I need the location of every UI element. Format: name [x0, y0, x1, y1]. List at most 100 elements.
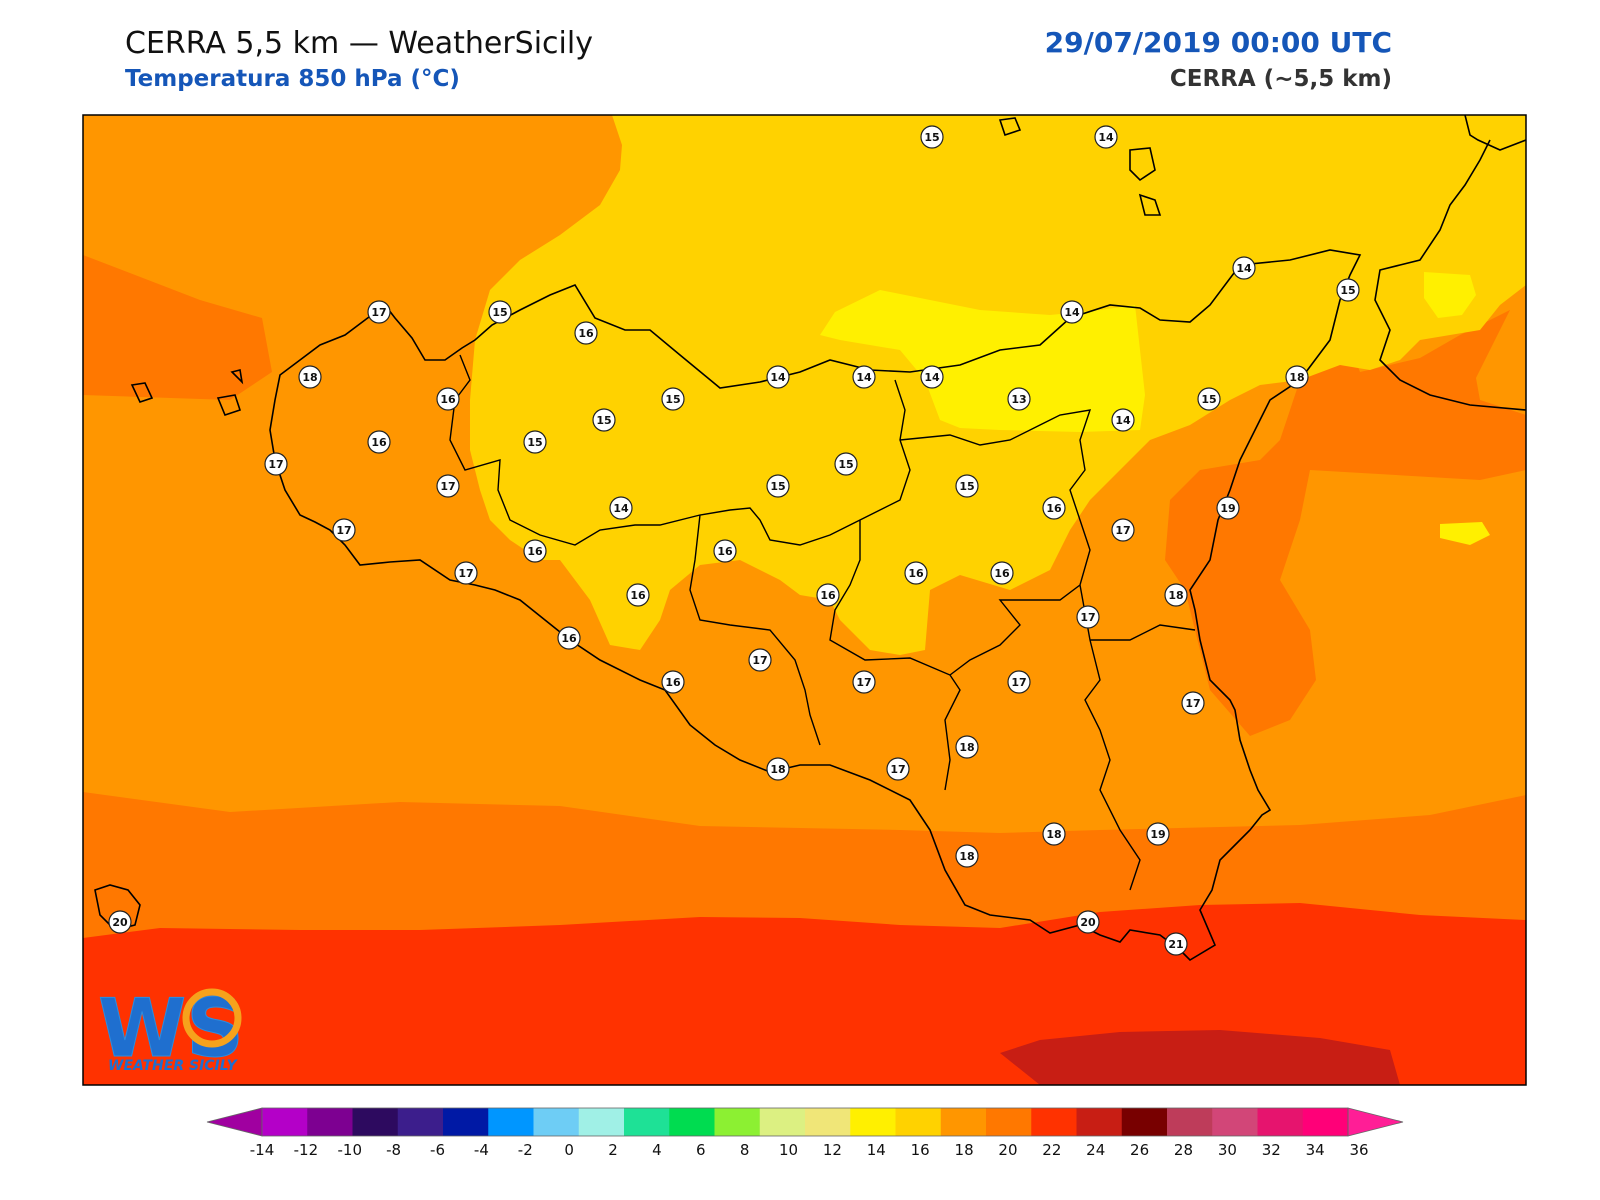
station-marker-circle: [609, 496, 633, 520]
station-marker-circle: [1042, 496, 1066, 520]
colorbar-tick-label: 36: [1349, 1141, 1369, 1159]
station-marker-circle: [1181, 691, 1205, 715]
station-value: 16: [371, 436, 387, 449]
station-value: 17: [336, 524, 351, 537]
colorbar-segment: [1302, 1108, 1349, 1136]
station-marker: 15: [523, 430, 547, 454]
colorbar-tick-label: 18: [954, 1141, 974, 1159]
station-marker: 14: [766, 365, 790, 389]
station-value: 18: [1289, 371, 1304, 384]
colorbar-segment: [1076, 1108, 1123, 1136]
station-marker-circle: [904, 561, 928, 585]
station-marker: 17: [1181, 691, 1205, 715]
station-marker-circle: [834, 452, 858, 476]
station-value: 18: [1168, 589, 1183, 602]
station-marker: 18: [766, 757, 790, 781]
station-marker-circle: [816, 583, 840, 607]
station-marker-circle: [1111, 518, 1135, 542]
station-marker-circle: [955, 474, 979, 498]
station-marker-circle: [523, 539, 547, 563]
station-marker-circle: [298, 365, 322, 389]
station-value: 14: [1098, 131, 1114, 144]
colorbar-segment: [669, 1108, 715, 1136]
station-marker: 17: [886, 757, 910, 781]
station-marker-circle: [1094, 125, 1118, 149]
station-marker: 16: [816, 583, 840, 607]
station-marker: 20: [108, 910, 132, 934]
station-value: 17: [1185, 697, 1200, 710]
station-value: 17: [458, 567, 473, 580]
logo-sun-icon: [182, 988, 242, 1048]
aeolian-islands: [998, 117, 1162, 216]
station-marker-circle: [955, 735, 979, 759]
station-marker-circle: [108, 910, 132, 934]
station-marker: 17: [1111, 518, 1135, 542]
station-value: 14: [924, 371, 940, 384]
colorbar-segment: [578, 1108, 625, 1136]
station-marker: 15: [1336, 278, 1360, 302]
colorbar-segment: [895, 1108, 942, 1136]
station-marker: 18: [955, 735, 979, 759]
station-marker: 17: [264, 452, 288, 476]
station-marker-circle: [1060, 300, 1084, 324]
station-marker: 14: [1111, 408, 1135, 432]
colorbar-tick-label: 16: [910, 1141, 930, 1159]
station-value: 16: [908, 567, 924, 580]
colorbar-over-arrow: [1347, 1107, 1404, 1137]
colorbar-tick-label: -14: [249, 1141, 275, 1159]
station-value: 16: [630, 589, 646, 602]
colorbar-tick-label: 24: [1086, 1141, 1106, 1159]
colorbar-segment: [805, 1108, 851, 1136]
station-marker-circle: [436, 474, 460, 498]
colorbar-tick-label: 8: [739, 1141, 750, 1159]
station-marker: 18: [955, 844, 979, 868]
station-marker: 17: [332, 518, 356, 542]
station-value: 15: [492, 306, 507, 319]
temperature-field: [83, 115, 1526, 1085]
station-marker-circle: [766, 365, 790, 389]
logo-mark: WS: [98, 982, 244, 1075]
station-marker: 18: [1285, 365, 1309, 389]
colorbar-tick-label: -10: [337, 1141, 363, 1159]
station-marker: 16: [574, 321, 598, 345]
colorbar-tick-label: 12: [822, 1141, 842, 1159]
station-marker: 16: [661, 670, 685, 694]
station-marker: 16: [626, 583, 650, 607]
logo-text: WEATHER SICILY: [108, 1058, 239, 1074]
station-value: 17: [1080, 611, 1095, 624]
station-marker-circle: [661, 670, 685, 694]
map-title: CERRA 5,5 km — WeatherSicily: [125, 26, 593, 61]
station-marker: 17: [454, 561, 478, 585]
colorbar-outline: [261, 1107, 1349, 1137]
station-marker: 16: [904, 561, 928, 585]
station-marker-circle: [920, 365, 944, 389]
colorbar-segment: [533, 1108, 580, 1136]
coastline-and-borders: [94, 115, 1526, 962]
station-marker: 13: [1007, 387, 1031, 411]
station-value: 15: [1340, 284, 1355, 297]
station-marker: 15: [661, 387, 685, 411]
station-marker: 14: [852, 365, 876, 389]
station-marker: 18: [1042, 822, 1066, 846]
station-marker: 15: [1197, 387, 1221, 411]
station-marker-circle: [748, 648, 772, 672]
station-marker-circle: [626, 583, 650, 607]
model-label: CERRA (~5,5 km): [1169, 66, 1392, 92]
station-markers: 15 14 17 15 16 14 15 14 18 16 15 14 14 14 13 15 18 16 15 15…: [108, 125, 1360, 956]
station-value: 17: [890, 763, 905, 776]
colorbar-segment: [262, 1108, 308, 1136]
colorbar-segment: [397, 1108, 444, 1136]
colorbar-segment: [986, 1108, 1032, 1136]
station-value: 15: [596, 414, 611, 427]
field-band-22-24: [1000, 1030, 1400, 1085]
colorbar-tick-label: 30: [1217, 1141, 1237, 1159]
station-marker-circle: [1007, 670, 1031, 694]
station-marker-circle: [264, 452, 288, 476]
station-marker-circle: [592, 408, 616, 432]
map-frame: [82, 114, 1527, 1086]
station-value: 18: [302, 371, 317, 384]
station-marker-circle: [574, 321, 598, 345]
station-marker-circle: [955, 844, 979, 868]
station-value: 19: [1150, 828, 1165, 841]
